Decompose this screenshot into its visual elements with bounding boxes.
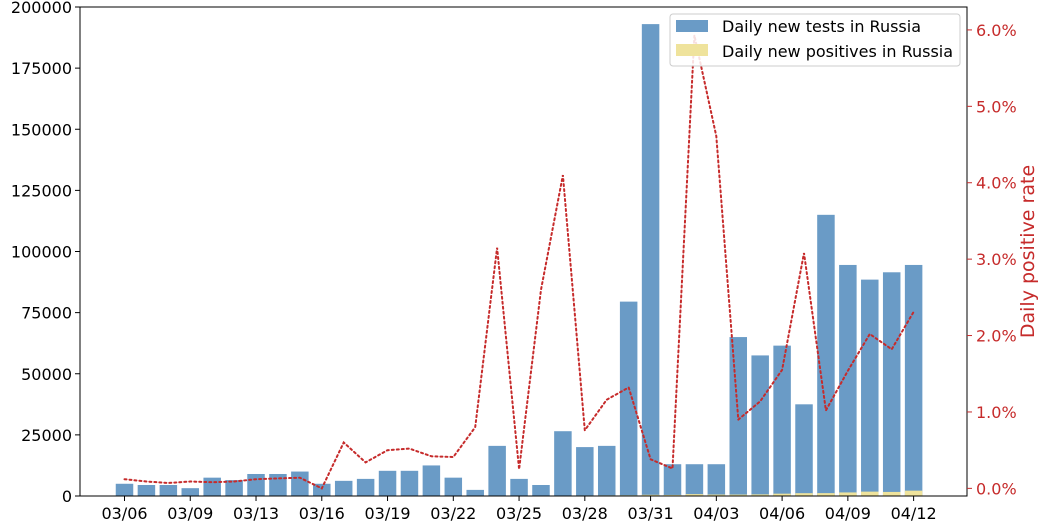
tests-bar xyxy=(313,483,331,496)
tests-bar xyxy=(882,272,901,496)
x-tick-label: 04/03 xyxy=(693,504,739,523)
tests-bars xyxy=(115,24,923,497)
positives-bar xyxy=(707,494,726,496)
y-left-tick-label: 50000 xyxy=(21,365,72,384)
y-left-tick-label: 100000 xyxy=(11,243,72,262)
tests-bar xyxy=(356,478,375,496)
tests-bar xyxy=(663,464,682,496)
y-left-tick-label: 200000 xyxy=(11,0,72,17)
rate-line-group xyxy=(123,35,915,490)
x-tick-label: 03/13 xyxy=(233,504,279,523)
x-tick-label: 03/22 xyxy=(430,504,476,523)
tests-bar xyxy=(422,465,441,496)
x-tick-label: 03/19 xyxy=(364,504,410,523)
positives-bar xyxy=(663,494,682,496)
y-right-tick-label: 2.0% xyxy=(976,327,1017,346)
positives-bar xyxy=(861,491,879,496)
tests-bar xyxy=(839,264,857,496)
tests-bar xyxy=(795,404,813,496)
x-tick-label: 04/06 xyxy=(759,504,805,523)
positives-bar xyxy=(839,492,857,496)
tests-bar xyxy=(378,470,397,496)
positives-bar xyxy=(904,490,923,496)
tests-bar xyxy=(269,473,287,496)
tests-bar xyxy=(751,355,769,496)
positives-bar xyxy=(817,493,835,496)
positives-bar xyxy=(882,491,901,496)
tests-bar xyxy=(532,484,550,496)
tests-bar xyxy=(291,471,309,496)
tests-bar xyxy=(510,478,528,496)
positives-bar xyxy=(773,493,791,496)
legend-swatch-positives xyxy=(676,44,708,56)
tests-bar xyxy=(904,264,923,496)
x-tick-label: 03/16 xyxy=(299,504,345,523)
x-tick-label: 04/12 xyxy=(891,504,937,523)
y-left-axis: 0 25000 50000 75000 100000 125000 150000 175000… xyxy=(11,0,80,506)
tests-bar xyxy=(181,488,200,496)
tests-bar xyxy=(576,447,594,496)
tests-bar xyxy=(115,483,134,496)
x-tick-label: 04/09 xyxy=(825,504,871,523)
tests-bar xyxy=(400,470,419,496)
x-axis: 03/06 03/09 03/13 03/16 03/19 03/22 03/25 03/28… xyxy=(101,496,937,523)
tests-bar xyxy=(203,477,221,496)
tests-bar xyxy=(225,480,243,496)
legend-label-positives: Daily new positives in Russia xyxy=(722,42,953,61)
tests-bar xyxy=(444,477,463,496)
positives-bar xyxy=(685,494,704,496)
tests-bar xyxy=(247,473,265,496)
y-right-tick-label: 1.0% xyxy=(976,403,1017,422)
legend: Daily new tests in Russia Daily new posi… xyxy=(669,13,961,67)
tests-bar xyxy=(334,480,353,496)
y-right-tick-label: 0.0% xyxy=(976,479,1017,498)
tests-bar xyxy=(773,345,791,496)
positives-bar xyxy=(641,494,660,496)
tests-bar xyxy=(488,445,506,496)
y-right-axis-label: Daily positive rate xyxy=(1017,165,1039,338)
legend-label-tests: Daily new tests in Russia xyxy=(722,17,921,36)
tests-bar xyxy=(861,279,879,496)
y-right-tick-label: 3.0% xyxy=(976,250,1017,269)
tests-bar xyxy=(554,431,572,496)
x-tick-label: 03/25 xyxy=(496,504,542,523)
legend-box xyxy=(669,13,961,67)
y-left-tick-label: 0 xyxy=(62,487,72,506)
y-left-tick-label: 150000 xyxy=(11,120,72,139)
tests-bar xyxy=(466,489,484,496)
y-right-tick-label: 6.0% xyxy=(976,21,1017,40)
legend-swatch-tests xyxy=(676,20,708,32)
tests-bar xyxy=(597,445,616,496)
positive-rate-line xyxy=(123,35,915,490)
tests-bar xyxy=(817,214,835,496)
positives-bar xyxy=(729,494,748,496)
tests-bar xyxy=(641,24,660,497)
tests-bar xyxy=(685,464,704,496)
tests-bar xyxy=(707,464,726,496)
y-right-axis: 0.0% 1.0% 2.0% 3.0% 4.0% 5.0% 6.0% xyxy=(967,21,1017,498)
y-right-tick-label: 5.0% xyxy=(976,97,1017,116)
x-tick-label: 03/09 xyxy=(167,504,213,523)
x-tick-label: 03/28 xyxy=(562,504,608,523)
x-tick-label: 03/31 xyxy=(628,504,674,523)
tests-bar xyxy=(619,301,638,496)
positives-bar xyxy=(795,493,813,496)
y-left-tick-label: 25000 xyxy=(21,426,72,445)
y-left-tick-label: 75000 xyxy=(21,304,72,323)
y-left-tick-label: 125000 xyxy=(11,181,72,200)
positives-bar xyxy=(751,494,769,496)
tests-bar xyxy=(159,484,178,496)
tests-bar xyxy=(137,484,156,496)
x-tick-label: 03/06 xyxy=(101,504,147,523)
y-left-tick-label: 175000 xyxy=(11,59,72,78)
y-right-tick-label: 4.0% xyxy=(976,174,1017,193)
